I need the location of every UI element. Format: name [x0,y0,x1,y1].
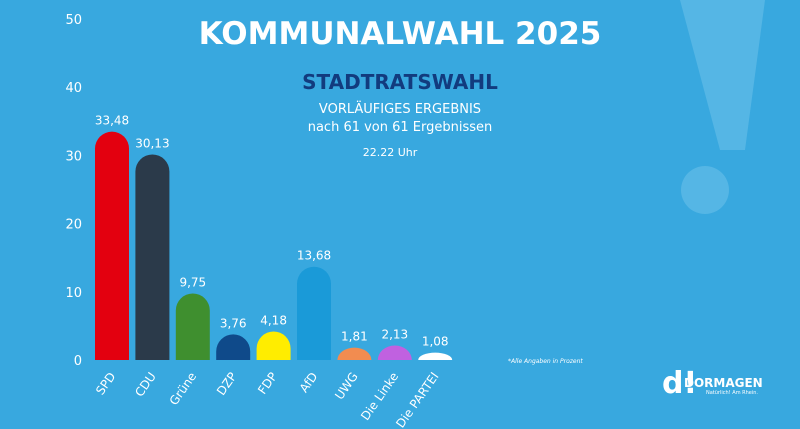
logo-tagline: Natürlich! Am Rhein. [706,390,759,396]
bar-spd [95,131,129,360]
x-tick-label: UWG [332,370,361,403]
bar-dzp [216,334,251,360]
logo-mark: d! [662,366,698,401]
x-tick-label: CDU [132,370,159,400]
x-tick-label: AfD [297,370,321,395]
exclamation-dot [681,166,729,214]
x-tick-label: DZP [214,370,240,398]
x-tick-label: FDP [255,370,280,397]
bar-fdp [256,331,291,360]
chart-subtitle: STADTRATSWAHL [302,70,498,94]
status-text: VORLÄUFIGES ERGEBNIS [318,102,482,117]
y-tick-label: 50 [65,13,82,28]
data-label: 33,48 [95,114,129,128]
exclamation-bar [680,0,765,150]
timestamp: 22.22 Uhr [362,146,418,159]
data-label: 4,18 [260,313,287,327]
data-label: 9,75 [179,276,206,290]
dormagen-logo: d! DORMAGEN Natürlich! Am Rhein. [662,366,763,401]
data-label: 1,08 [422,335,449,349]
bar-grüne [175,293,210,360]
bar-die-partei [418,352,453,360]
bar-cdu [135,154,170,360]
y-tick-label: 40 [65,81,82,96]
progress-text: nach 61 von 61 Ergebnissen [307,120,493,135]
x-tick-label: SPD [93,370,118,398]
logo-name: DORMAGEN [684,376,763,390]
page-title: KOMMUNALWAHL 2025 [198,16,602,52]
data-label: 1,81 [341,330,368,344]
x-tick-label: Grüne [167,370,200,408]
data-label: 30,13 [135,137,169,151]
bar-afd [297,266,331,360]
x-tick-label: Die Linke [358,370,401,423]
y-tick-label: 30 [65,149,82,164]
y-tick-label: 0 [74,354,82,369]
data-label: 3,76 [220,316,247,330]
data-label: 13,68 [297,249,331,263]
footnote: *Alle Angaben in Prozent [508,358,583,365]
data-label: 2,13 [381,327,408,341]
bar-die-linke [377,345,412,360]
y-tick-label: 20 [65,218,82,233]
bar-uwg [337,347,372,360]
y-tick-label: 10 [65,286,82,301]
